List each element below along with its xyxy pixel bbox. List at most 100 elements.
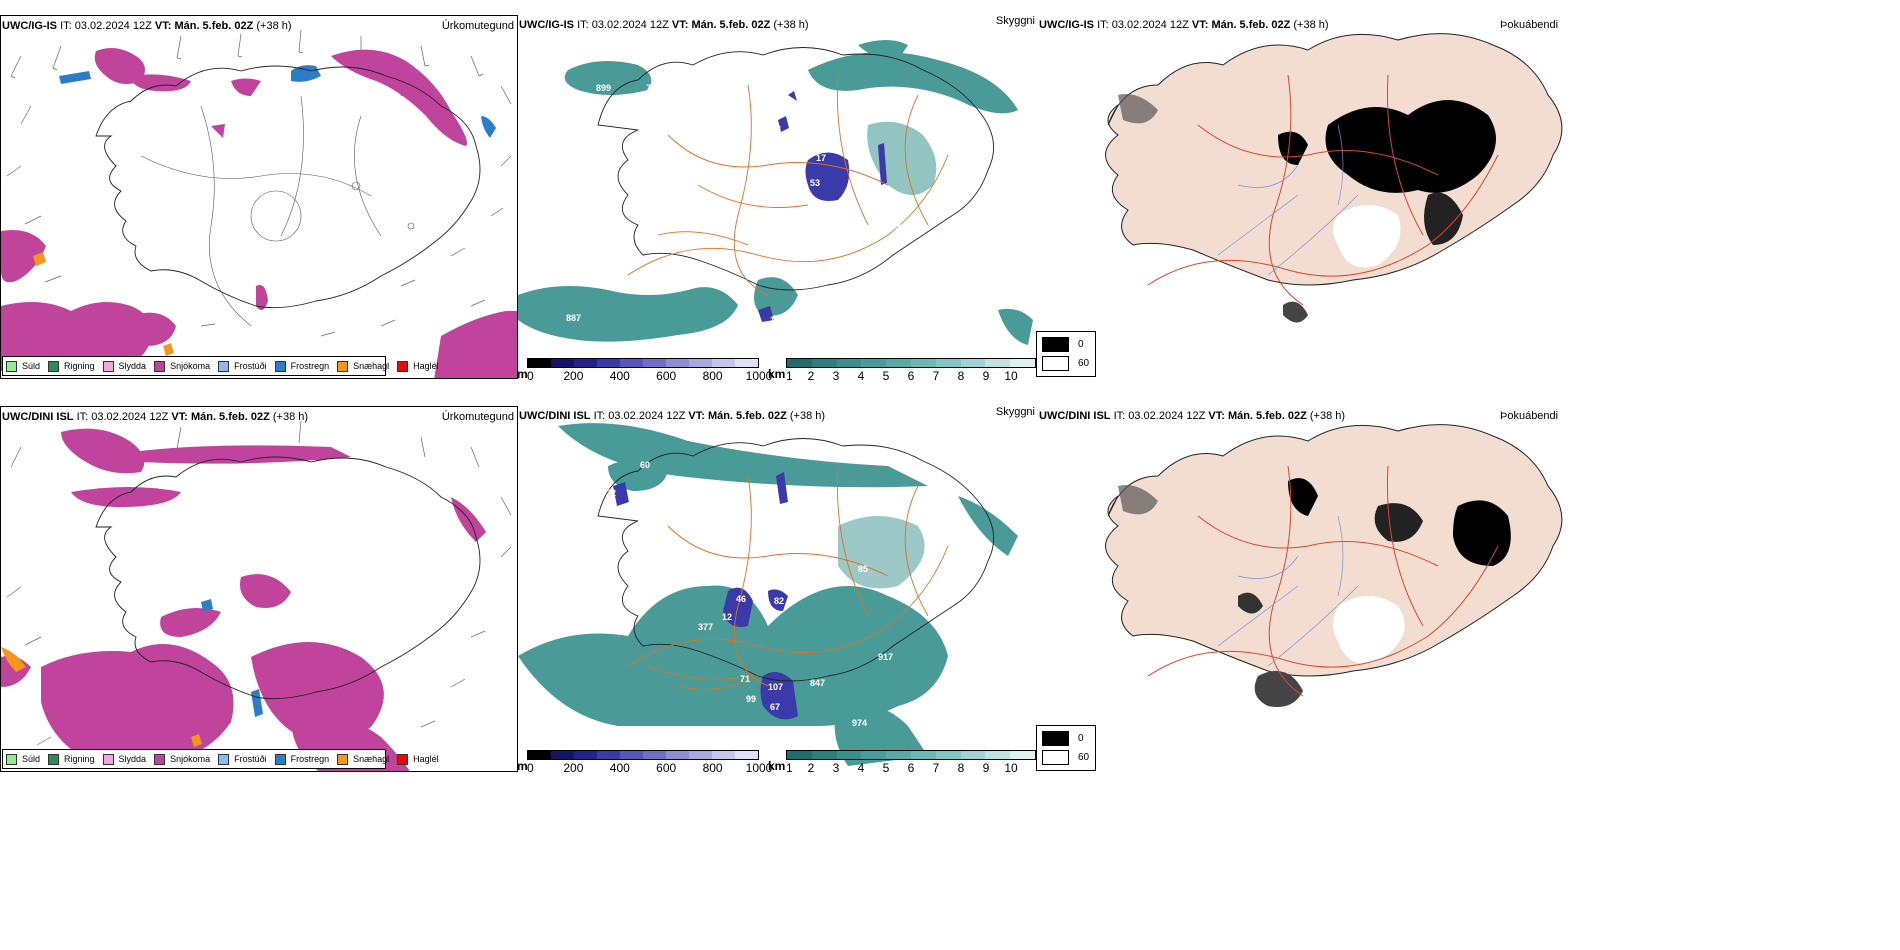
vis-number: 17 xyxy=(816,153,826,163)
legend-swatch xyxy=(274,753,286,765)
colorbar-swatch xyxy=(960,359,986,367)
legend-swatch xyxy=(102,360,114,372)
fog-legend-row: 60 xyxy=(1042,356,1089,371)
colorbar-tick-label: 3 xyxy=(832,369,840,383)
colorbar-swatch xyxy=(528,751,551,759)
model-name: UWC/IG-IS xyxy=(2,20,57,32)
vt-label: VT: Mán. 5.feb. 02Z xyxy=(688,410,787,422)
colorbar-tick-label: 8 xyxy=(957,761,965,775)
legend-label: Snjókoma xyxy=(170,754,211,764)
colorbar-swatch xyxy=(712,359,735,367)
visibility-colorbar: 1 2 3 4 5 6 7 8 9 10 km xyxy=(768,750,1036,778)
it-label: IT: xyxy=(577,19,589,31)
colorbar-swatch xyxy=(861,359,887,367)
colorbar-tick-label: 0 xyxy=(527,369,534,383)
fog-swatch-60 xyxy=(1042,356,1069,371)
road-network xyxy=(627,465,949,690)
vis-number: 82 xyxy=(774,596,784,606)
vis-number: 60 xyxy=(640,460,650,470)
colorbar-tick-label: 5 xyxy=(882,761,890,775)
colorbar-tick-label: 1000 xyxy=(745,369,773,383)
legend-item: Frostúði xyxy=(218,360,267,372)
iceland-outline xyxy=(95,65,481,309)
colorbar-swatch xyxy=(666,751,689,759)
it-value: 03.02.2024 12Z xyxy=(591,19,669,31)
ceiling-numbers: 60 22 579 25 85 46 12 82 377 917 847 107… xyxy=(606,460,893,744)
legend-item: Slydda xyxy=(102,360,146,372)
it-label: IT: xyxy=(1097,19,1109,31)
colorbar-tick-label: 5 xyxy=(882,369,890,383)
legend-swatch xyxy=(6,360,17,372)
visibility-colorbar: 1 2 3 4 5 6 7 8 9 10 km xyxy=(768,358,1036,386)
fog-swatch-60 xyxy=(1042,750,1069,765)
visibility-colorbar-swatches xyxy=(786,750,1036,760)
ceiling-numbers: 899 797 3 23 17 53 17 300 887 1 960 xyxy=(558,83,911,359)
vis-number: 974 xyxy=(852,718,867,728)
panel-type-label: Þokuábendi xyxy=(1500,410,1559,422)
visibility-colorbar-swatches xyxy=(786,358,1036,368)
ceiling-colorbar-ticks: 0 200 400 600 800 1000 xyxy=(527,761,772,775)
snaehagl-areas xyxy=(1,647,202,747)
colorbar-tick-label: 9 xyxy=(982,761,990,775)
visibility-panel-bottom: 60 22 579 25 85 46 12 82 377 917 847 107… xyxy=(518,406,1038,772)
colorbar-tick-label: 400 xyxy=(609,761,630,775)
colorbar-tick-label: 400 xyxy=(609,369,630,383)
legend-swatch xyxy=(218,753,230,765)
model-name: UWC/IG-IS xyxy=(519,19,574,31)
vt-label: VT: Mán. 5.feb. 02Z xyxy=(154,20,254,32)
panel-title: UWC/IG-IS IT: 03.02.2024 12Z VT: Mán. 5.… xyxy=(1039,19,1329,31)
rivers xyxy=(1217,124,1359,276)
fog-swatch-0 xyxy=(1042,731,1069,746)
colorbar-swatch xyxy=(643,359,666,367)
legend-item: Snjókoma xyxy=(154,360,210,372)
legend-item: Snæhagl xyxy=(337,360,389,372)
colorbar-swatch xyxy=(712,751,735,759)
panel-type-label: Þokuábendi xyxy=(1500,19,1559,31)
snow-areas xyxy=(1,47,517,378)
colorbar-tick-label: 2 xyxy=(807,761,815,775)
vis-number: 23 xyxy=(783,148,793,158)
legend-item: Snjókoma xyxy=(154,753,211,765)
legend-item: Frostregn xyxy=(274,360,329,372)
colorbar-swatch xyxy=(985,359,1011,367)
colorbar-tick-label: 2 xyxy=(807,369,815,383)
vis-number: 847 xyxy=(810,678,825,688)
vis-number: 887 xyxy=(566,313,581,323)
legend-label: Súld xyxy=(22,754,41,764)
legend-swatch xyxy=(274,360,286,372)
vis-number: 960 xyxy=(558,349,573,359)
vt-label: VT: Mán. 5.feb. 02Z xyxy=(1208,410,1307,422)
vis-number: 797 xyxy=(646,83,661,93)
legend-swatch xyxy=(337,753,349,765)
fog-value-0: 0 xyxy=(1078,733,1084,744)
colorbar-swatch xyxy=(886,359,911,367)
colorbar-swatch xyxy=(935,751,961,759)
iceland-outline xyxy=(95,456,481,700)
fog-legend: 0 60 xyxy=(1036,725,1096,771)
legend-item: Súld xyxy=(6,360,40,372)
colorbar-tick-label: 4 xyxy=(857,761,865,775)
it-label: IT: xyxy=(593,410,606,422)
fog-value-60: 60 xyxy=(1078,358,1090,369)
legend-label: Haglél xyxy=(413,361,439,371)
fog-legend: 0 60 xyxy=(1036,331,1096,377)
panel-title: UWC/DINI ISL IT: 03.02.2024 12Z VT: Mán.… xyxy=(519,410,825,422)
ceiling-colorbar-ticks: 0 200 400 600 800 1000 xyxy=(527,369,772,383)
colorbar-swatch xyxy=(620,359,643,367)
colorbar-swatch xyxy=(689,751,712,759)
ceiling-unit: m xyxy=(517,759,528,773)
legend-item: Snæhagl xyxy=(337,753,389,765)
panel-title: UWC/IG-IS IT: 03.02.2024 12Z VT: Mán. 5.… xyxy=(519,19,809,31)
colorbar-swatch xyxy=(666,359,689,367)
colorbar-tick-label: 200 xyxy=(563,369,584,383)
legend-swatch xyxy=(337,360,349,372)
vis-number: 1 xyxy=(770,315,775,325)
lead-time: (+38 h) xyxy=(789,410,826,422)
it-value: 03.02.2024 12Z xyxy=(74,20,152,32)
colorbar-tick-label: 9 xyxy=(982,369,990,383)
colorbar-swatch xyxy=(910,751,936,759)
legend-label: Rigning xyxy=(64,361,95,371)
model-name: UWC/DINI ISL xyxy=(519,410,591,422)
legend-item: Frostúði xyxy=(218,753,267,765)
colorbar-swatch xyxy=(551,359,574,367)
